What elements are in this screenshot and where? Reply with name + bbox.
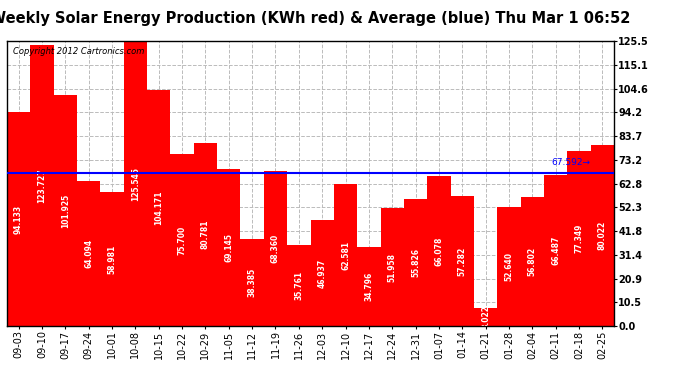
Bar — [264, 171, 287, 326]
Text: 62.581: 62.581 — [341, 241, 350, 270]
Bar — [54, 95, 77, 326]
Bar — [217, 169, 240, 326]
Text: 58.981: 58.981 — [108, 244, 117, 274]
Bar — [334, 184, 357, 326]
Text: 35.761: 35.761 — [295, 271, 304, 300]
Bar — [310, 220, 334, 326]
Bar — [567, 151, 591, 326]
Text: 66.078: 66.078 — [435, 237, 444, 266]
Text: 75.700: 75.700 — [177, 226, 186, 255]
Text: 80.781: 80.781 — [201, 220, 210, 249]
Text: 51.958: 51.958 — [388, 253, 397, 282]
Text: 38.385: 38.385 — [248, 268, 257, 297]
Bar — [240, 239, 264, 326]
Text: 8.022: 8.022 — [481, 305, 490, 329]
Bar — [30, 45, 54, 326]
Text: 104.171: 104.171 — [154, 191, 164, 225]
Text: 77.349: 77.349 — [575, 224, 584, 253]
Text: 94.133: 94.133 — [14, 205, 23, 234]
Text: 56.802: 56.802 — [528, 247, 537, 276]
Bar — [381, 208, 404, 326]
Bar — [170, 154, 194, 326]
Text: 80.022: 80.022 — [598, 221, 607, 250]
Bar — [427, 176, 451, 326]
Bar — [194, 143, 217, 326]
Bar — [451, 196, 474, 326]
Bar — [497, 207, 521, 326]
Text: 66.487: 66.487 — [551, 236, 560, 266]
Bar — [404, 200, 427, 326]
Text: 57.282: 57.282 — [457, 247, 467, 276]
Bar — [474, 308, 497, 326]
Text: 52.640: 52.640 — [504, 252, 513, 281]
Text: 123.727: 123.727 — [37, 168, 46, 203]
Bar — [77, 181, 100, 326]
Bar — [147, 90, 170, 326]
Bar — [357, 247, 381, 326]
Text: 69.145: 69.145 — [224, 233, 233, 262]
Text: 64.094: 64.094 — [84, 239, 93, 268]
Text: 46.937: 46.937 — [317, 258, 326, 288]
Text: Copyright 2012 Cartronics.com: Copyright 2012 Cartronics.com — [13, 47, 144, 56]
Bar — [7, 112, 30, 326]
Bar — [544, 175, 567, 326]
Bar — [521, 197, 544, 326]
Text: 55.826: 55.826 — [411, 248, 420, 278]
Text: 67.592→: 67.592→ — [552, 158, 591, 167]
Bar — [287, 245, 310, 326]
Text: Weekly Solar Energy Production (KWh red) & Average (blue) Thu Mar 1 06:52: Weekly Solar Energy Production (KWh red)… — [0, 11, 631, 26]
Bar — [124, 41, 147, 326]
Text: 125.545: 125.545 — [131, 167, 140, 201]
Text: 68.360: 68.360 — [271, 234, 280, 263]
Bar — [591, 144, 614, 326]
Text: 101.925: 101.925 — [61, 194, 70, 228]
Bar — [100, 192, 124, 326]
Text: 34.796: 34.796 — [364, 272, 373, 302]
